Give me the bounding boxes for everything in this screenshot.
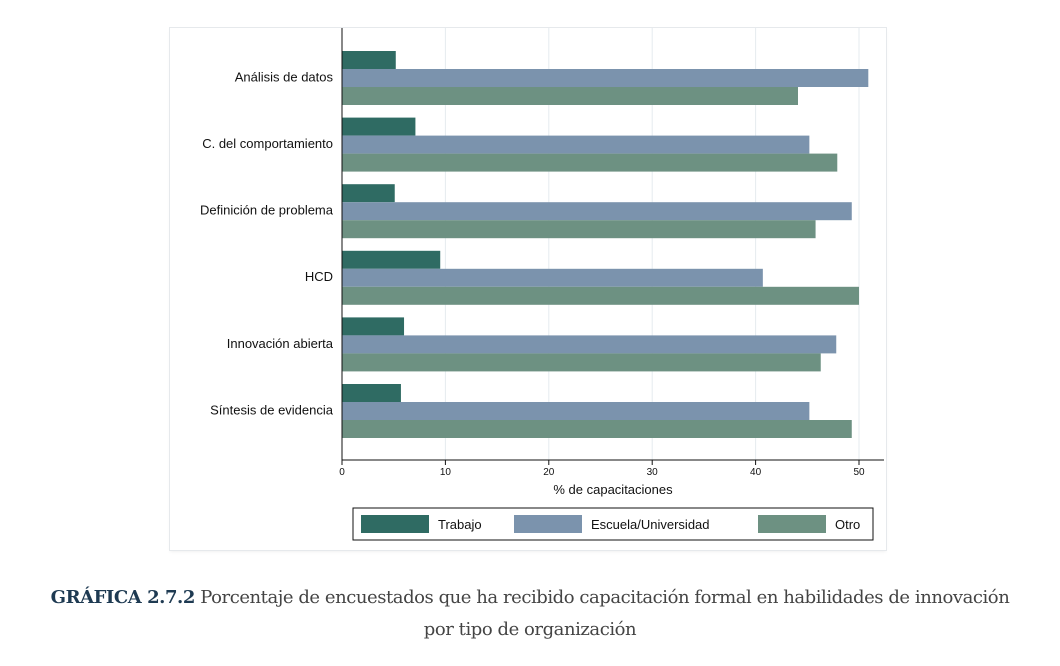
bar-escuela-universidad-definicion-de-problema — [342, 202, 852, 221]
x-tick-label: 10 — [440, 467, 452, 478]
x-axis-title: % de capacitaciones — [553, 482, 673, 497]
bar-trabajo-definicion-de-problema — [342, 184, 395, 203]
bar-otro-sintesis-de-evidencia — [342, 420, 852, 438]
bar-trabajo-hcd — [342, 250, 441, 269]
bar-escuela-universidad-innovacion-abierta — [342, 335, 837, 354]
caption-text-line1: Porcentaje de encuestados que ha recibid… — [200, 587, 1010, 608]
legend-label-trabajo: Trabajo — [438, 517, 482, 532]
bar-trabajo-c-del-comportamiento — [342, 117, 416, 136]
legend-swatch-otro — [758, 515, 826, 533]
bar-otro-hcd — [342, 286, 859, 305]
chart-figure: Análisis de datos C. del comportamiento De… — [170, 28, 886, 550]
bar-otro-innovacion-abierta — [342, 353, 821, 372]
x-tick-label: 30 — [647, 467, 659, 478]
bar-otro-c-del-comportamiento — [342, 153, 838, 172]
x-tick-label: 0 — [339, 467, 345, 478]
bar-escuela-universidad-sintesis-de-evidencia — [342, 402, 810, 420]
category-label: Síntesis de evidencia — [210, 402, 334, 417]
legend-swatch-trabajo — [361, 515, 429, 533]
bar-trabajo-innovacion-abierta — [342, 317, 405, 336]
legend-label-escuela-universidad: Escuela/Universidad — [591, 517, 710, 532]
caption-label: GRÁFICA 2.7.2 — [50, 587, 196, 608]
category-label: C. del comportamiento — [202, 136, 333, 151]
x-tick-label: 50 — [853, 467, 865, 478]
legend-swatch-escuela-universidad — [514, 515, 582, 533]
category-label: Análisis de datos — [235, 69, 334, 84]
category-label: Innovación abierta — [227, 336, 334, 351]
x-tick-label: 40 — [750, 467, 762, 478]
bar-chart: Análisis de datos C. del comportamiento De… — [200, 28, 884, 541]
bar-escuela-universidad-hcd — [342, 268, 763, 287]
bar-trabajo-analisis-de-datos — [342, 51, 396, 69]
caption-text-line2: por tipo de organización — [423, 619, 637, 640]
bar-otro-analisis-de-datos — [342, 87, 798, 105]
bar-trabajo-sintesis-de-evidencia — [342, 384, 401, 402]
x-tick-label: 20 — [543, 467, 555, 478]
bar-escuela-universidad-c-del-comportamiento — [342, 135, 810, 154]
category-label: HCD — [305, 269, 333, 284]
figure-caption: GRÁFICA 2.7.2 Porcentaje de encuestados … — [20, 582, 1040, 646]
bar-otro-definicion-de-problema — [342, 220, 816, 239]
category-label: Definición de problema — [200, 203, 334, 218]
legend-label-otro: Otro — [835, 517, 860, 532]
bar-escuela-universidad-analisis-de-datos — [342, 69, 869, 87]
